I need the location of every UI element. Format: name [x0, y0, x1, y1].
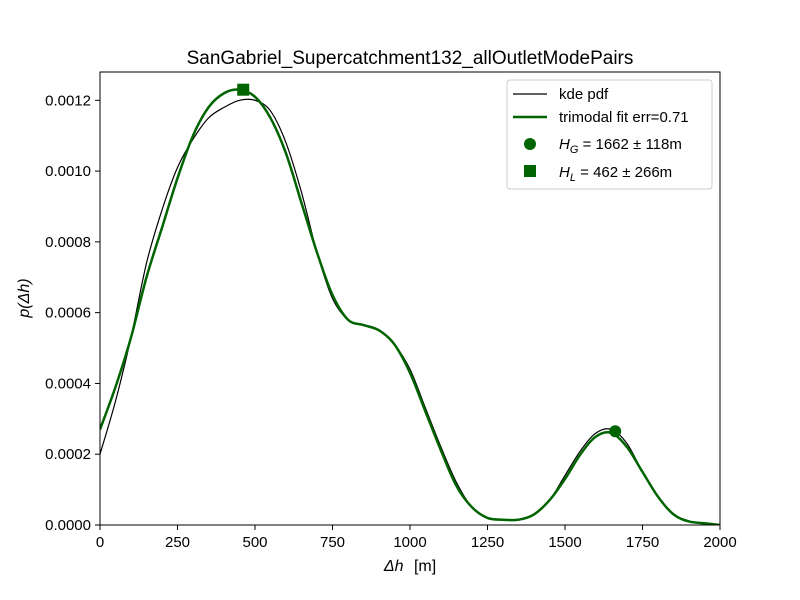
- legend: kde pdf trimodal fit err=0.71 HG = 1662 …: [506, 79, 713, 190]
- x-axis-label-unit: [m]: [414, 558, 436, 575]
- x-tick-label: 0: [96, 534, 104, 551]
- y-axis-label: p(Δh): [16, 278, 33, 318]
- x-tick-label: 1500: [548, 534, 581, 551]
- x-axis: 0 250 500 750 1000 1250 1500 1750 2000: [96, 525, 737, 551]
- legend-hg-label: HG = 1662 ± 118m: [559, 136, 682, 156]
- legend-hl-marker: [524, 165, 536, 177]
- y-tick-label: 0.0006: [45, 305, 91, 322]
- x-axis-label-symbol: Δh: [383, 558, 404, 575]
- x-tick-label: 750: [320, 534, 345, 551]
- x-tick-label: 1000: [393, 534, 426, 551]
- x-tick-label: 1750: [626, 534, 659, 551]
- y-axis-label-suffix: ): [16, 278, 33, 285]
- y-axis: 0.0000 0.0002 0.0004 0.0006 0.0008 0.0010 0.00…: [45, 92, 100, 534]
- legend-box: [506, 79, 713, 190]
- x-tick-label: 500: [242, 534, 267, 551]
- hl-mode-marker: [237, 83, 250, 96]
- y-tick-label: 0.0000: [45, 517, 91, 534]
- y-axis-label-symbol: Δh: [16, 284, 33, 305]
- y-tick-label: 0.0002: [45, 446, 91, 463]
- legend-hg-marker: [524, 138, 536, 150]
- x-tick-label: 250: [165, 534, 190, 551]
- legend-hl-label: HL = 462 ± 266m: [559, 164, 672, 184]
- y-tick-label: 0.0012: [45, 92, 91, 109]
- legend-kde-label: kde pdf: [559, 86, 609, 103]
- y-axis-label-prefix: p(: [16, 302, 33, 319]
- hg-mode-marker: [609, 425, 622, 438]
- x-tick-label: 1250: [471, 534, 504, 551]
- y-tick-label: 0.0004: [45, 375, 91, 392]
- legend-fit-label: trimodal fit err=0.71: [559, 109, 689, 126]
- x-axis-label: Δh [m]: [383, 558, 436, 575]
- chart-title: SanGabriel_Supercatchment132_allOutletMo…: [187, 48, 634, 69]
- plot-area: [100, 83, 720, 525]
- y-tick-label: 0.0010: [45, 163, 91, 180]
- x-tick-label: 2000: [703, 534, 736, 551]
- y-tick-label: 0.0008: [45, 234, 91, 251]
